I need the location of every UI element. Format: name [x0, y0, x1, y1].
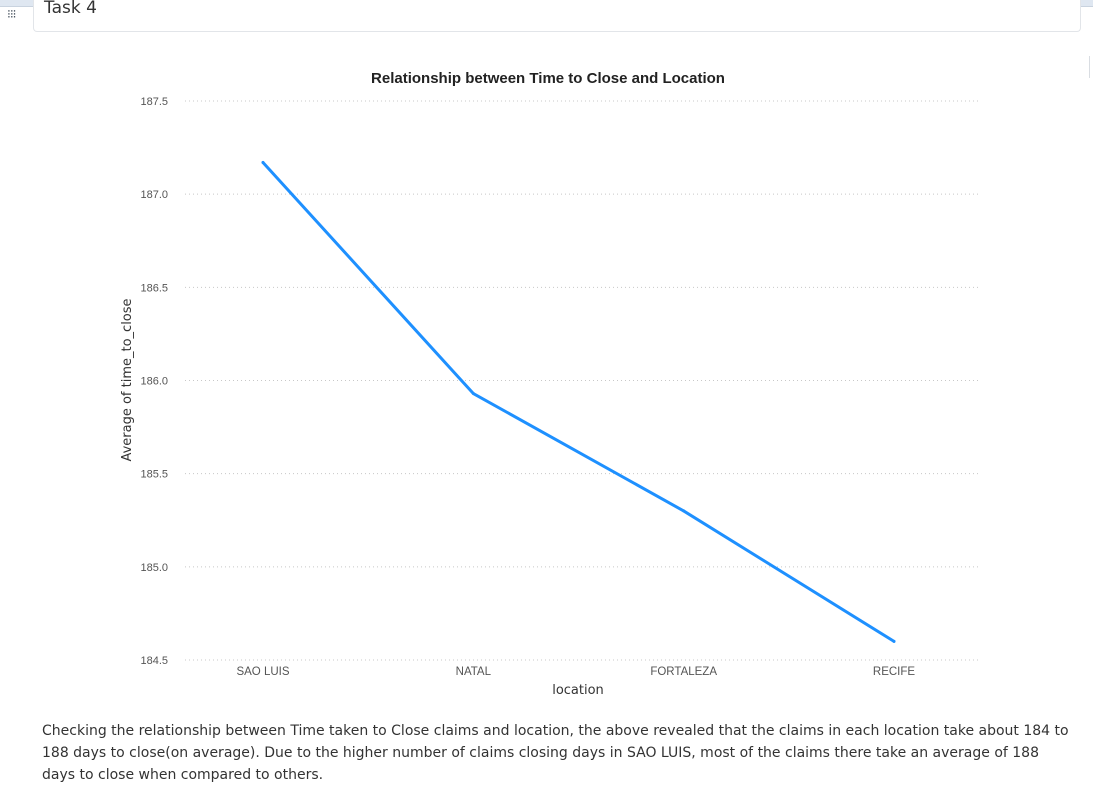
chart-title: Relationship between Time to Close and L…	[371, 70, 725, 87]
series-line-0	[261, 160, 896, 643]
y-tick-label-0: 184.5	[140, 655, 168, 667]
x-tick-label-1: NATAL	[456, 666, 492, 678]
notebook-title-cell[interactable]: Task 4	[33, 0, 1081, 32]
scroll-marker	[1089, 56, 1093, 78]
cell-title: Task 4	[44, 0, 97, 18]
data-point-0-2	[682, 509, 686, 513]
x-axis-label: location	[552, 683, 604, 698]
data-point-0-1	[471, 392, 475, 396]
drag-handle-icon[interactable]: ⁝⁝⁝	[7, 7, 16, 21]
data-point-0-3	[892, 639, 896, 643]
x-tick-label-3: RECIFE	[873, 666, 916, 678]
y-axis-label: Average of time_to_close	[120, 298, 135, 461]
y-tick-label-3: 186.0	[140, 376, 168, 388]
x-tick-label-2: FORTALEZA	[650, 666, 717, 678]
y-tick-label-6: 187.5	[140, 96, 168, 108]
y-tick-label-5: 187.0	[140, 189, 168, 201]
analysis-paragraph: Checking the relationship between Time t…	[42, 723, 1069, 783]
data-point-0-0	[261, 160, 265, 164]
y-tick-label-2: 185.5	[140, 469, 168, 481]
chart-svg: 184.5 185.0 185.5 186.0 186.5 187.0 187.5 SAO L…	[120, 70, 980, 698]
y-tick-label-1: 185.0	[140, 562, 168, 574]
y-tick-label-4: 186.5	[140, 282, 168, 294]
line-chart: 184.5 185.0 185.5 186.0 186.5 187.0 187.5 SAO L…	[120, 70, 980, 698]
x-tick-label-0: SAO LUIS	[236, 666, 289, 678]
